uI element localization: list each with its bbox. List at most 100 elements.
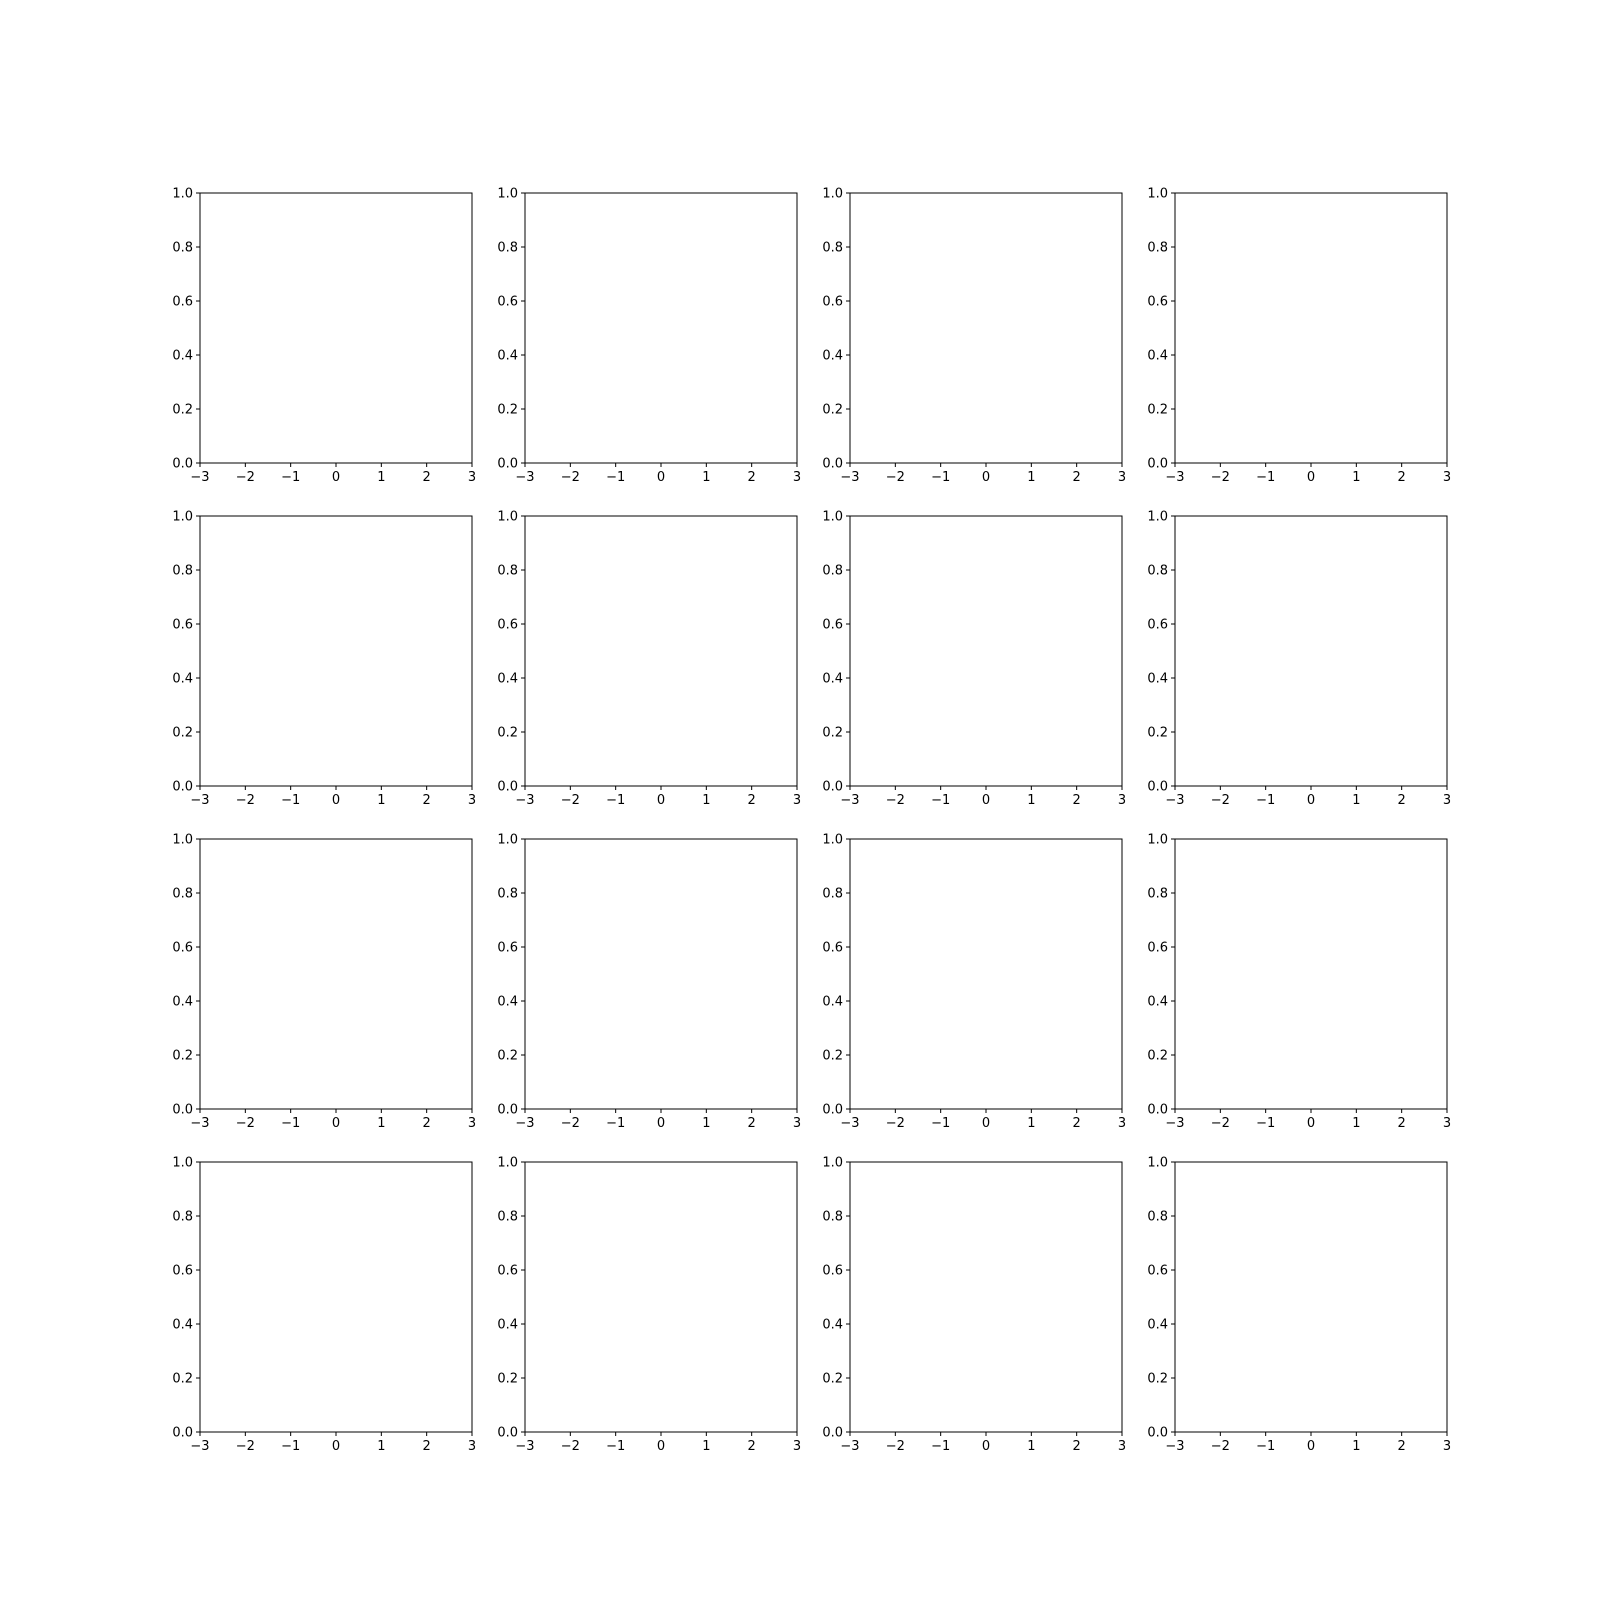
x-tick-label: −2 — [236, 793, 255, 808]
y-tick-label: 0.0 — [822, 457, 843, 472]
y-tick-label: 0.6 — [822, 295, 843, 310]
subplot-8: −3 −2 −1 0 1 2 3 0.0 0.2 0.4 0.6 0.8 1.0 — [1147, 510, 1451, 809]
x-tick-label: −1 — [1256, 793, 1275, 808]
y-tick-label: 0.4 — [497, 672, 518, 687]
y-tick-label: 1.0 — [172, 187, 193, 202]
x-tick-label: 2 — [748, 470, 756, 485]
x-tick-label: −2 — [1211, 1439, 1230, 1454]
x-tick-label: 0 — [332, 1439, 340, 1454]
x-tick-label: 3 — [793, 470, 801, 485]
x-tick-label: 1 — [1352, 793, 1360, 808]
y-tick-label: 0.4 — [497, 349, 518, 364]
y-tick-label: 0.4 — [822, 672, 843, 687]
y-tick-label: 0.4 — [822, 1318, 843, 1333]
x-tick-label: 1 — [1027, 470, 1035, 485]
axes-frame — [1174, 838, 1448, 1110]
x-tick-label: 0 — [1307, 1439, 1315, 1454]
y-tick-label: 0.0 — [172, 457, 193, 472]
y-tick-label: 1.0 — [172, 510, 193, 525]
x-tick-label: −3 — [840, 1439, 859, 1454]
x-tick-label: 1 — [1352, 1116, 1360, 1131]
y-tick-label: 0.0 — [497, 1103, 518, 1118]
y-tick-label: 0.6 — [822, 1264, 843, 1279]
x-tick-label: 1 — [702, 1116, 710, 1131]
y-tick-label: 0.8 — [497, 241, 518, 256]
x-tick-label: −1 — [606, 470, 625, 485]
x-tick-label: 1 — [702, 793, 710, 808]
x-tick-label: 3 — [468, 1116, 476, 1131]
y-tick-label: 0.4 — [1147, 672, 1168, 687]
x-tick-label: −3 — [190, 470, 209, 485]
y-tick-label: 1.0 — [822, 833, 843, 848]
x-tick-label: 3 — [1118, 793, 1126, 808]
subplot-12: −3 −2 −1 0 1 2 3 0.0 0.2 0.4 0.6 0.8 1.0 — [1147, 833, 1451, 1132]
y-tick-label: 0.8 — [172, 241, 193, 256]
x-tick-label: 3 — [468, 1439, 476, 1454]
x-tick-label: −1 — [1256, 470, 1275, 485]
x-tick-label: −2 — [561, 470, 580, 485]
x-tick-label: 3 — [1443, 793, 1451, 808]
y-tick-label: 0.4 — [1147, 995, 1168, 1010]
y-tick-label: 0.2 — [497, 1372, 518, 1387]
x-tick-label: −3 — [515, 793, 534, 808]
y-tick-label: 0.2 — [822, 1372, 843, 1387]
axes-frame — [1174, 515, 1448, 787]
y-tick-label: 0.6 — [1147, 295, 1168, 310]
x-tick-label: 1 — [1027, 1439, 1035, 1454]
x-tick-label: 3 — [1118, 1116, 1126, 1131]
y-tick-label: 0.0 — [1147, 780, 1168, 795]
x-tick-label: −1 — [281, 793, 300, 808]
x-tick-label: 0 — [332, 793, 340, 808]
y-tick-label: 1.0 — [822, 187, 843, 202]
y-tick-label: 0.6 — [497, 941, 518, 956]
x-tick-label: −2 — [236, 1439, 255, 1454]
y-tick-label: 0.0 — [497, 780, 518, 795]
subplot-16: −3 −2 −1 0 1 2 3 0.0 0.2 0.4 0.6 0.8 1.0 — [1147, 1156, 1451, 1455]
x-tick-label: 2 — [1073, 793, 1081, 808]
subplot-1: −3 −2 −1 0 1 2 3 0.0 0.2 0.4 0.6 0.8 1.0 — [172, 187, 476, 486]
y-tick-label: 0.8 — [172, 1210, 193, 1225]
x-tick-label: 0 — [657, 1116, 665, 1131]
x-tick-label: −2 — [561, 793, 580, 808]
subplot-13: −3 −2 −1 0 1 2 3 0.0 0.2 0.4 0.6 0.8 1.0 — [172, 1156, 476, 1455]
x-tick-label: 3 — [1118, 1439, 1126, 1454]
x-tick-label: −3 — [840, 470, 859, 485]
x-tick-label: −2 — [1211, 470, 1230, 485]
x-tick-label: −2 — [886, 793, 905, 808]
x-tick-label: 0 — [1307, 470, 1315, 485]
x-tick-label: −2 — [236, 1116, 255, 1131]
x-tick-label: −3 — [1165, 1439, 1184, 1454]
subplot-5: −3 −2 −1 0 1 2 3 0.0 0.2 0.4 0.6 0.8 1.0 — [172, 510, 476, 809]
y-tick-label: 0.8 — [497, 564, 518, 579]
y-tick-label: 0.0 — [822, 780, 843, 795]
subplot-14: −3 −2 −1 0 1 2 3 0.0 0.2 0.4 0.6 0.8 1.0 — [497, 1156, 801, 1455]
y-tick-label: 0.8 — [1147, 1210, 1168, 1225]
x-tick-label: 2 — [423, 470, 431, 485]
x-tick-label: 3 — [793, 1439, 801, 1454]
y-tick-label: 1.0 — [497, 1156, 518, 1171]
x-tick-label: −1 — [931, 470, 950, 485]
x-tick-label: −3 — [190, 1439, 209, 1454]
subplot-3: −3 −2 −1 0 1 2 3 0.0 0.2 0.4 0.6 0.8 1.0 — [822, 187, 1126, 486]
y-tick-label: 0.8 — [822, 887, 843, 902]
x-tick-label: −1 — [931, 793, 950, 808]
x-tick-label: 2 — [1398, 1439, 1406, 1454]
axes-frame — [199, 192, 473, 464]
x-tick-label: −3 — [1165, 1116, 1184, 1131]
y-tick-label: 0.2 — [497, 726, 518, 741]
y-tick-label: 1.0 — [1147, 510, 1168, 525]
y-tick-label: 0.6 — [497, 295, 518, 310]
x-tick-label: 2 — [1398, 793, 1406, 808]
x-tick-label: 3 — [468, 793, 476, 808]
axes-frame — [849, 838, 1123, 1110]
x-tick-label: −3 — [190, 793, 209, 808]
y-tick-label: 0.4 — [172, 995, 193, 1010]
y-tick-label: 0.2 — [172, 1049, 193, 1064]
x-tick-label: −2 — [886, 470, 905, 485]
y-tick-label: 0.6 — [1147, 1264, 1168, 1279]
x-tick-label: 2 — [1073, 470, 1081, 485]
subplot-11: −3 −2 −1 0 1 2 3 0.0 0.2 0.4 0.6 0.8 1.0 — [822, 833, 1126, 1132]
y-tick-label: 0.2 — [172, 1372, 193, 1387]
x-tick-label: −3 — [1165, 470, 1184, 485]
y-tick-label: 1.0 — [172, 1156, 193, 1171]
